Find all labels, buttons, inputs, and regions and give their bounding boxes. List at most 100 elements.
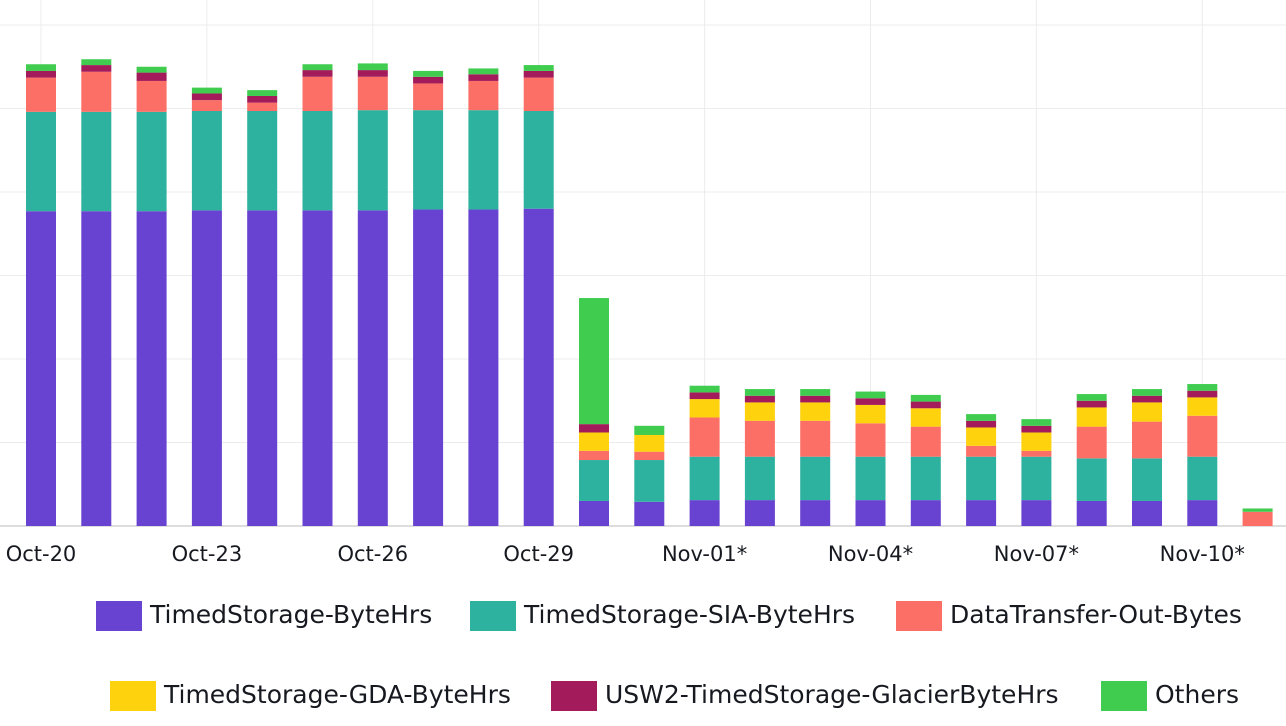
bar-segment <box>1242 508 1273 512</box>
legend-label: TimedStorage-SIA-ByteHrs <box>523 600 855 629</box>
bar-segment <box>1187 456 1218 501</box>
bar-segment <box>744 456 775 501</box>
x-tick-label: Oct-23 <box>172 542 243 566</box>
bar-segment <box>302 210 333 526</box>
bar-segment <box>910 401 941 409</box>
bar-segment <box>800 395 831 403</box>
bar-segment <box>1187 500 1218 526</box>
bar-segment <box>413 110 444 210</box>
bar-segment <box>413 209 444 526</box>
bar-segment <box>191 111 222 211</box>
x-tick-label: Nov-04* <box>828 542 913 566</box>
bar-segment <box>26 211 56 526</box>
bar-segment <box>413 76 444 84</box>
bar-segment <box>191 87 222 94</box>
bar-segment <box>855 398 886 405</box>
bar-segment <box>136 72 167 81</box>
x-tick-label: Oct-26 <box>337 542 408 566</box>
bar-segment <box>468 68 499 75</box>
bar-segment <box>1021 432 1052 451</box>
bar-segment <box>579 450 609 461</box>
bar-segment <box>302 76 333 112</box>
bar-segment <box>579 432 609 451</box>
bar-segment <box>81 65 112 72</box>
x-tick-label: Nov-07* <box>994 542 1079 566</box>
bar-segment <box>26 111 56 212</box>
bar-segment <box>910 456 941 501</box>
bar-segment <box>910 394 941 402</box>
bar-segment <box>1076 400 1107 408</box>
bar-segment <box>966 445 997 457</box>
bar-segment <box>634 501 665 526</box>
bar-segment <box>468 74 499 81</box>
bar-segment <box>357 210 388 526</box>
legend-swatch <box>470 601 516 631</box>
bar-segment <box>1021 425 1052 433</box>
bar-segment <box>1076 407 1107 427</box>
bar-segment <box>26 77 56 112</box>
legend-swatch <box>1101 681 1147 711</box>
bar-segment <box>81 59 112 66</box>
bar-segment <box>800 456 831 501</box>
bar-segment <box>413 83 444 111</box>
bar-segment <box>966 500 997 526</box>
bar-segment <box>1021 456 1052 501</box>
bar-segment <box>247 90 278 96</box>
x-tick-label: Nov-01* <box>662 542 747 566</box>
legend-swatch <box>551 681 597 711</box>
bar-segment <box>689 417 720 457</box>
bar-segment <box>910 500 941 526</box>
bar-segment <box>136 80 167 112</box>
bar-segment <box>689 456 720 501</box>
bar-segment <box>302 64 333 71</box>
bar-segment <box>1242 511 1273 526</box>
bar-segment <box>136 211 167 526</box>
bar-segment <box>357 76 388 111</box>
bar-segment <box>800 500 831 526</box>
bar-segment <box>468 209 499 526</box>
legend-swatch <box>96 601 142 631</box>
bar-segment <box>247 102 278 112</box>
bar-segment <box>247 95 278 103</box>
bar-segment <box>855 391 886 399</box>
legend-label: TimedStorage-ByteHrs <box>149 600 432 629</box>
bar-segment <box>579 460 609 501</box>
bar-segment <box>966 414 997 421</box>
bar-segment <box>1021 450 1052 457</box>
bar-segment <box>689 385 720 393</box>
bar-segment <box>81 71 112 112</box>
bar-segment <box>1132 458 1162 501</box>
bar-segment <box>744 402 775 421</box>
bar-segment <box>855 456 886 501</box>
bar-segment <box>26 70 56 78</box>
bar-segment <box>634 434 665 452</box>
bar-segment <box>744 395 775 403</box>
bar-segment <box>689 392 720 400</box>
bar-segment <box>634 460 665 502</box>
bar-segment <box>855 404 886 424</box>
x-tick-label: Oct-20 <box>6 542 77 566</box>
bar-segment <box>247 210 278 526</box>
bar-segment <box>1076 500 1107 526</box>
legend-label: USW2-TimedStorage-GlacierByteHrs <box>605 680 1059 709</box>
bar-segment <box>855 423 886 457</box>
bar-segment <box>1132 389 1162 396</box>
bar-segment <box>1132 395 1162 403</box>
bar-segment <box>579 500 609 526</box>
bar-segment <box>357 110 388 211</box>
bar-segment <box>81 211 112 526</box>
bar-segment <box>1076 426 1107 459</box>
bar-segment <box>800 402 831 421</box>
bar-segment <box>302 111 333 211</box>
bar-segment <box>302 70 333 77</box>
bar-segment <box>523 77 554 112</box>
bar-segment <box>136 111 167 212</box>
bar-segment <box>579 424 609 433</box>
bar-segment <box>689 399 720 418</box>
legend-label: DataTransfer-Out-Bytes <box>950 600 1242 629</box>
bar-segment <box>1187 390 1218 398</box>
bar-segment <box>1076 394 1107 401</box>
bar-segment <box>191 100 222 112</box>
bar-segment <box>523 65 554 71</box>
